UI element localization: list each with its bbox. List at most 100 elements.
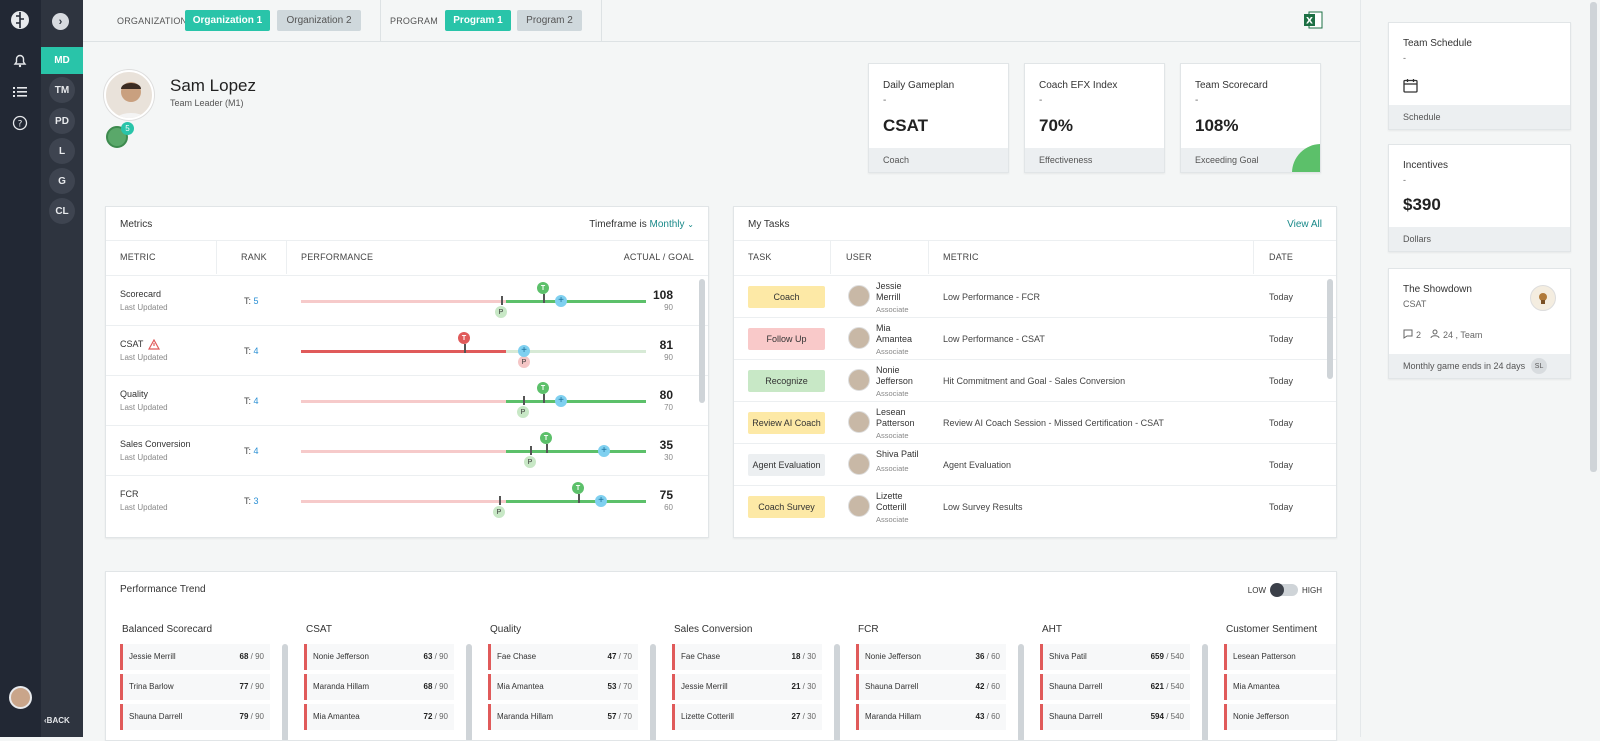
trend-row[interactable]: Nonie Jefferson 36 / 60 (856, 644, 1006, 670)
personal-marker[interactable]: P (495, 306, 507, 318)
incentives-card[interactable]: Incentives - $390 Dollars (1388, 144, 1571, 252)
trend-scrollbar[interactable] (650, 644, 656, 740)
help-icon[interactable]: ? (10, 113, 30, 133)
metric-row[interactable]: Quality Last Updated T: 4 T P + 80 70 (106, 375, 708, 425)
trend-goal: 540 (1170, 682, 1184, 691)
trend-row[interactable]: Lesean Patterson (1224, 644, 1336, 670)
trend-scrollbar[interactable] (834, 644, 840, 740)
target-marker[interactable]: T (537, 282, 549, 294)
metric-row[interactable]: Scorecard Last Updated T: 5 T P + 108 90 (106, 275, 708, 325)
sub-nav-tm[interactable]: TM (49, 77, 75, 103)
task-chip[interactable]: Review AI Coach (748, 412, 825, 434)
task-chip[interactable]: Follow Up (748, 328, 825, 350)
trend-row[interactable]: Maranda Hillam 68 / 90 (304, 674, 454, 700)
trend-score: 47 / 70 (607, 652, 632, 661)
sub-nav-pd[interactable]: PD (49, 108, 75, 134)
trend-scrollbar[interactable] (1018, 644, 1024, 740)
showdown-card[interactable]: The Showdown CSAT 2 24 , Team Monthly ga… (1388, 268, 1571, 379)
task-row[interactable]: Follow Up Mia Amantea Associate Low Perfo… (734, 317, 1336, 359)
user-last-name: Jefferson (876, 376, 913, 386)
metric-row[interactable]: CSAT Last Updated T: 4 T P + 81 90 (106, 325, 708, 375)
kpi-coach-efx[interactable]: Coach EFX Index - 70% Effectiveness (1024, 63, 1165, 173)
trend-row[interactable]: Mia Amantea 72 / 90 (304, 704, 454, 730)
trend-row[interactable]: Jessie Merrill 21 / 30 (672, 674, 822, 700)
rank-value: 4 (253, 346, 259, 356)
task-row[interactable]: Agent Evaluation Shiva Patil Associate A… (734, 443, 1336, 485)
kpi-team-scorecard[interactable]: Team Scorecard - 108% Exceeding Goal (1180, 63, 1321, 173)
bell-icon[interactable] (10, 50, 30, 70)
metrics-scrollbar[interactable] (699, 279, 705, 403)
task-row[interactable]: Coach Jessie Merrill Associate Low Perfor… (734, 275, 1336, 317)
personal-marker[interactable]: P (524, 456, 536, 468)
task-chip[interactable]: Coach Survey (748, 496, 825, 518)
actual-marker-icon[interactable]: + (555, 295, 567, 307)
trend-row[interactable]: Fae Chase 47 / 70 (488, 644, 638, 670)
actual-marker-icon[interactable]: + (555, 395, 567, 407)
sub-nav-md[interactable]: MD (54, 54, 70, 66)
program-2-pill[interactable]: Program 2 (517, 10, 582, 31)
back-button[interactable]: ‹BACK (44, 716, 70, 725)
task-chip[interactable]: Coach (748, 286, 825, 308)
brain-logo-icon[interactable] (10, 10, 30, 30)
task-chip[interactable]: Recognize (748, 370, 825, 392)
actual-marker-icon[interactable]: + (518, 345, 530, 357)
list-icon[interactable] (10, 82, 30, 102)
trend-row[interactable]: Lizette Cotterill 27 / 30 (672, 704, 822, 730)
personal-marker[interactable]: P (493, 506, 505, 518)
metric-rank: T: 4 (244, 346, 259, 356)
trend-row[interactable]: Shauna Darrell 594 / 540 (1040, 704, 1190, 730)
program-1-pill[interactable]: Program 1 (445, 10, 511, 31)
view-all-link[interactable]: View All (1287, 219, 1322, 230)
trend-score: 79 / 90 (239, 712, 264, 721)
toggle-switch[interactable] (1270, 583, 1298, 597)
task-chip[interactable]: Agent Evaluation (748, 454, 825, 476)
trend-row[interactable]: Shauna Darrell 42 / 60 (856, 674, 1006, 700)
team-schedule-card[interactable]: Team Schedule - Schedule (1388, 22, 1571, 130)
trend-row[interactable]: Nonie Jefferson 63 / 90 (304, 644, 454, 670)
trend-scrollbar[interactable] (466, 644, 472, 740)
org-2-pill[interactable]: Organization 2 (277, 10, 361, 31)
target-marker[interactable]: T (540, 432, 552, 444)
tasks-scrollbar[interactable] (1327, 279, 1333, 379)
personal-marker[interactable]: P (518, 356, 530, 368)
trend-row[interactable]: Maranda Hillam 43 / 60 (856, 704, 1006, 730)
actual-marker-icon[interactable]: + (595, 495, 607, 507)
trend-row[interactable]: Shauna Darrell 621 / 540 (1040, 674, 1190, 700)
page-scrollbar[interactable] (1590, 2, 1597, 472)
trend-scrollbar[interactable] (1202, 644, 1208, 740)
org-1-pill[interactable]: Organization 1 (185, 10, 270, 31)
sub-nav-cl[interactable]: CL (49, 198, 75, 224)
task-row[interactable]: Review AI Coach Lesean Patterson Associat… (734, 401, 1336, 443)
expand-chevron-icon[interactable]: › (52, 13, 69, 30)
target-marker[interactable]: T (572, 482, 584, 494)
actual-value: 35 (659, 438, 673, 452)
task-row[interactable]: Recognize Nonie Jefferson Associate Hit C… (734, 359, 1336, 401)
metric-row[interactable]: FCR Last Updated T: 3 T P + 75 60 (106, 475, 708, 525)
sub-nav-l[interactable]: L (49, 138, 75, 164)
trend-scrollbar[interactable] (282, 644, 288, 740)
target-marker[interactable]: T (458, 332, 470, 344)
target-marker[interactable]: T (537, 382, 549, 394)
trend-row[interactable]: Mia Amantea (1224, 674, 1336, 700)
actual-marker-icon[interactable]: + (598, 445, 610, 457)
task-row[interactable]: Coach Survey Lizette Cotterill Associate … (734, 485, 1336, 527)
trend-row[interactable]: Maranda Hillam 57 / 70 (488, 704, 638, 730)
user-avatar[interactable] (9, 686, 32, 709)
metric-row[interactable]: Sales Conversion Last Updated T: 4 T P +… (106, 425, 708, 475)
user-last-name: Patterson (876, 418, 915, 428)
trend-row[interactable]: Shauna Darrell 79 / 90 (120, 704, 270, 730)
kpi-title: Daily Gameplan (883, 80, 955, 91)
trend-row[interactable]: Jessie Merrill 68 / 90 (120, 644, 270, 670)
trend-row[interactable]: Nonie Jefferson (1224, 704, 1336, 730)
user-first-name: Shiva Patil (876, 449, 919, 459)
personal-marker[interactable]: P (517, 406, 529, 418)
trend-row[interactable]: Mia Amantea 53 / 70 (488, 674, 638, 700)
kpi-daily-gameplan[interactable]: Daily Gameplan - CSAT Coach (868, 63, 1009, 173)
trend-row[interactable]: Fae Chase 18 / 30 (672, 644, 822, 670)
trend-row[interactable]: Shiva Patil 659 / 540 (1040, 644, 1190, 670)
timeframe-select[interactable]: Timeframe is Monthly ⌄ (589, 219, 694, 230)
trend-row[interactable]: Trina Barlow 77 / 90 (120, 674, 270, 700)
excel-export-icon[interactable]: X (1303, 10, 1323, 30)
low-high-toggle[interactable]: LOW HIGH (1248, 583, 1322, 597)
sub-nav-g[interactable]: G (49, 168, 75, 194)
